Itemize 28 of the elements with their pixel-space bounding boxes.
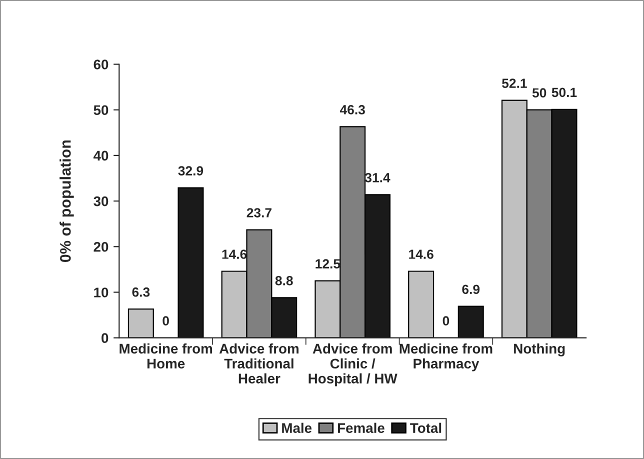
y-tick-label: 50 <box>94 105 108 116</box>
legend-label: Total <box>410 422 442 433</box>
y-axis-title: 0% of population <box>60 140 74 262</box>
y-tick-label: 0 <box>102 333 108 343</box>
y-tick-label: 20 <box>94 242 108 252</box>
data-label: 23.7 <box>246 208 272 218</box>
y-tick-label: 40 <box>93 150 108 161</box>
data-label: 6.3 <box>132 287 150 297</box>
data-label: 32.9 <box>178 166 204 176</box>
data-label: 52.1 <box>502 78 527 88</box>
y-tick-label: 30 <box>94 196 108 206</box>
data-label: 46.3 <box>340 105 365 114</box>
x-tick-label: Advice from Traditional Healer <box>219 343 298 384</box>
x-tick-label: Nothing <box>514 343 565 356</box>
x-tick-label: Medicine from Home <box>120 343 212 369</box>
x-tick-label: Advice from Clinic / Hospital / HW <box>308 343 398 386</box>
legend-label: Male <box>282 422 312 433</box>
y-tick-label: 10 <box>94 288 108 298</box>
data-label: 0 <box>442 316 450 326</box>
data-label: 50.1 <box>552 88 577 98</box>
legend-label: Female <box>338 422 384 433</box>
data-label: 0 <box>162 316 169 326</box>
y-tick-label: 60 <box>94 60 108 70</box>
data-label: 6.9 <box>462 284 480 294</box>
data-label: 14.6 <box>409 250 434 259</box>
data-label: 50 <box>532 88 546 98</box>
data-label: 8.8 <box>275 276 293 286</box>
x-tick-label: Medicine from Pharmacy <box>400 343 492 372</box>
